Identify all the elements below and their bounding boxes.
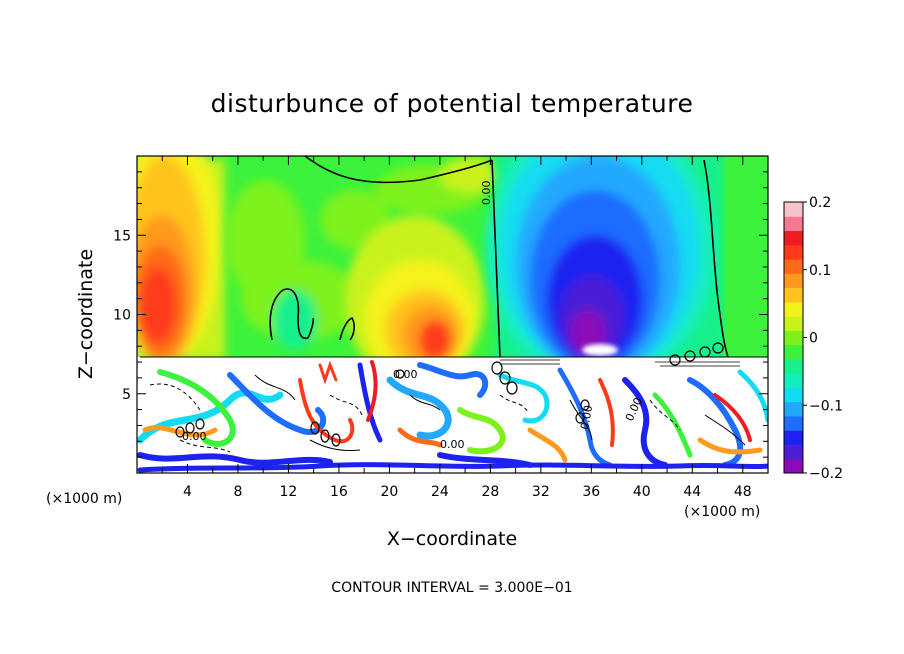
x-unit-right: (×1000 m) — [684, 504, 760, 520]
colorbar-swatch — [784, 401, 803, 417]
colorbar-swatch — [784, 316, 803, 331]
x-tick-label: 48 — [734, 484, 752, 500]
warm-anomaly-mid — [345, 215, 485, 357]
colorbar: 0.2 0.1 0 −0.1 −0.2 — [783, 195, 843, 482]
colorbar-swatch — [784, 287, 803, 303]
colorbar-swatch — [784, 301, 803, 317]
y-tick-label: 15 — [113, 228, 131, 244]
colorbar-swatch — [784, 373, 803, 388]
contour-label: 0.00 — [578, 404, 595, 430]
colorbar-swatch — [784, 444, 803, 460]
warm-anomaly-left — [137, 156, 225, 357]
cold-anomaly-right — [485, 156, 725, 357]
colorbar-swatch — [784, 244, 803, 260]
x-tick-label: 44 — [683, 484, 701, 500]
field-plot-area: 0.00 0.00 0.00 0.00 0.00 0.00 — [136, 155, 769, 474]
x-tick-label: 24 — [431, 484, 449, 500]
colorbar-swatch — [784, 344, 803, 360]
x-tick-label: 20 — [380, 484, 398, 500]
colorbar-swatch — [784, 230, 803, 246]
turbulent-contours — [140, 356, 768, 453]
x-tick-label: 8 — [233, 484, 242, 500]
x-tick-label: 16 — [330, 484, 348, 500]
x-tick-label: 40 — [633, 484, 651, 500]
colorbar-swatch — [784, 415, 803, 431]
colorbar-tick-label: 0.2 — [809, 195, 831, 211]
colorbar-swatch — [784, 458, 803, 474]
colorbar-swatch — [784, 430, 803, 445]
y-tick-label: 5 — [122, 387, 131, 403]
turbulent-layer — [137, 360, 768, 473]
colorbar-swatch — [784, 202, 803, 217]
x-axis: 4 8 12 16 20 24 28 32 36 40 44 48 — [161, 156, 752, 500]
x-tick-label: 28 — [481, 484, 499, 500]
x-tick-label: 32 — [532, 484, 550, 500]
upper-green-variation — [225, 157, 500, 350]
contour-interval-note: CONTOUR INTERVAL = 3.000E−01 — [331, 580, 572, 596]
colorbar-swatch — [784, 273, 803, 289]
contour-rings — [175, 342, 724, 447]
colorbar-tick-label: −0.1 — [809, 398, 843, 414]
x-tick-label: 4 — [183, 484, 192, 500]
x-axis-label: X−coordinate — [387, 528, 517, 550]
right-edge-green — [725, 156, 768, 357]
x-tick-label: 36 — [582, 484, 600, 500]
y-axis-label: Z−coordinate — [75, 249, 97, 379]
x-unit-left: (×1000 m) — [46, 491, 122, 507]
contour-label: 0.00 — [393, 368, 418, 381]
y-axis: 5 10 15 — [113, 171, 768, 458]
cold-core-white — [582, 344, 618, 356]
colorbar-tick-label: −0.2 — [809, 466, 843, 482]
contour-label: 0.00 — [440, 438, 465, 451]
colorbar-tick-label: 0 — [809, 331, 818, 347]
colorbar-swatch — [784, 330, 803, 346]
contour-label: 0.00 — [480, 181, 493, 206]
colorbar-swatch — [784, 216, 803, 232]
upper-contours — [269, 156, 729, 357]
chart-title: disturbunce of potential temperature — [211, 89, 694, 118]
colorbar-swatch — [784, 259, 803, 274]
contour-label: 0.00 — [182, 430, 207, 443]
colorbar-swatch — [784, 358, 803, 374]
y-tick-label: 10 — [113, 308, 131, 324]
x-tick-label: 12 — [280, 484, 298, 500]
colorbar-swatch — [784, 387, 803, 403]
colorbar-tick-label: 0.1 — [809, 263, 831, 279]
